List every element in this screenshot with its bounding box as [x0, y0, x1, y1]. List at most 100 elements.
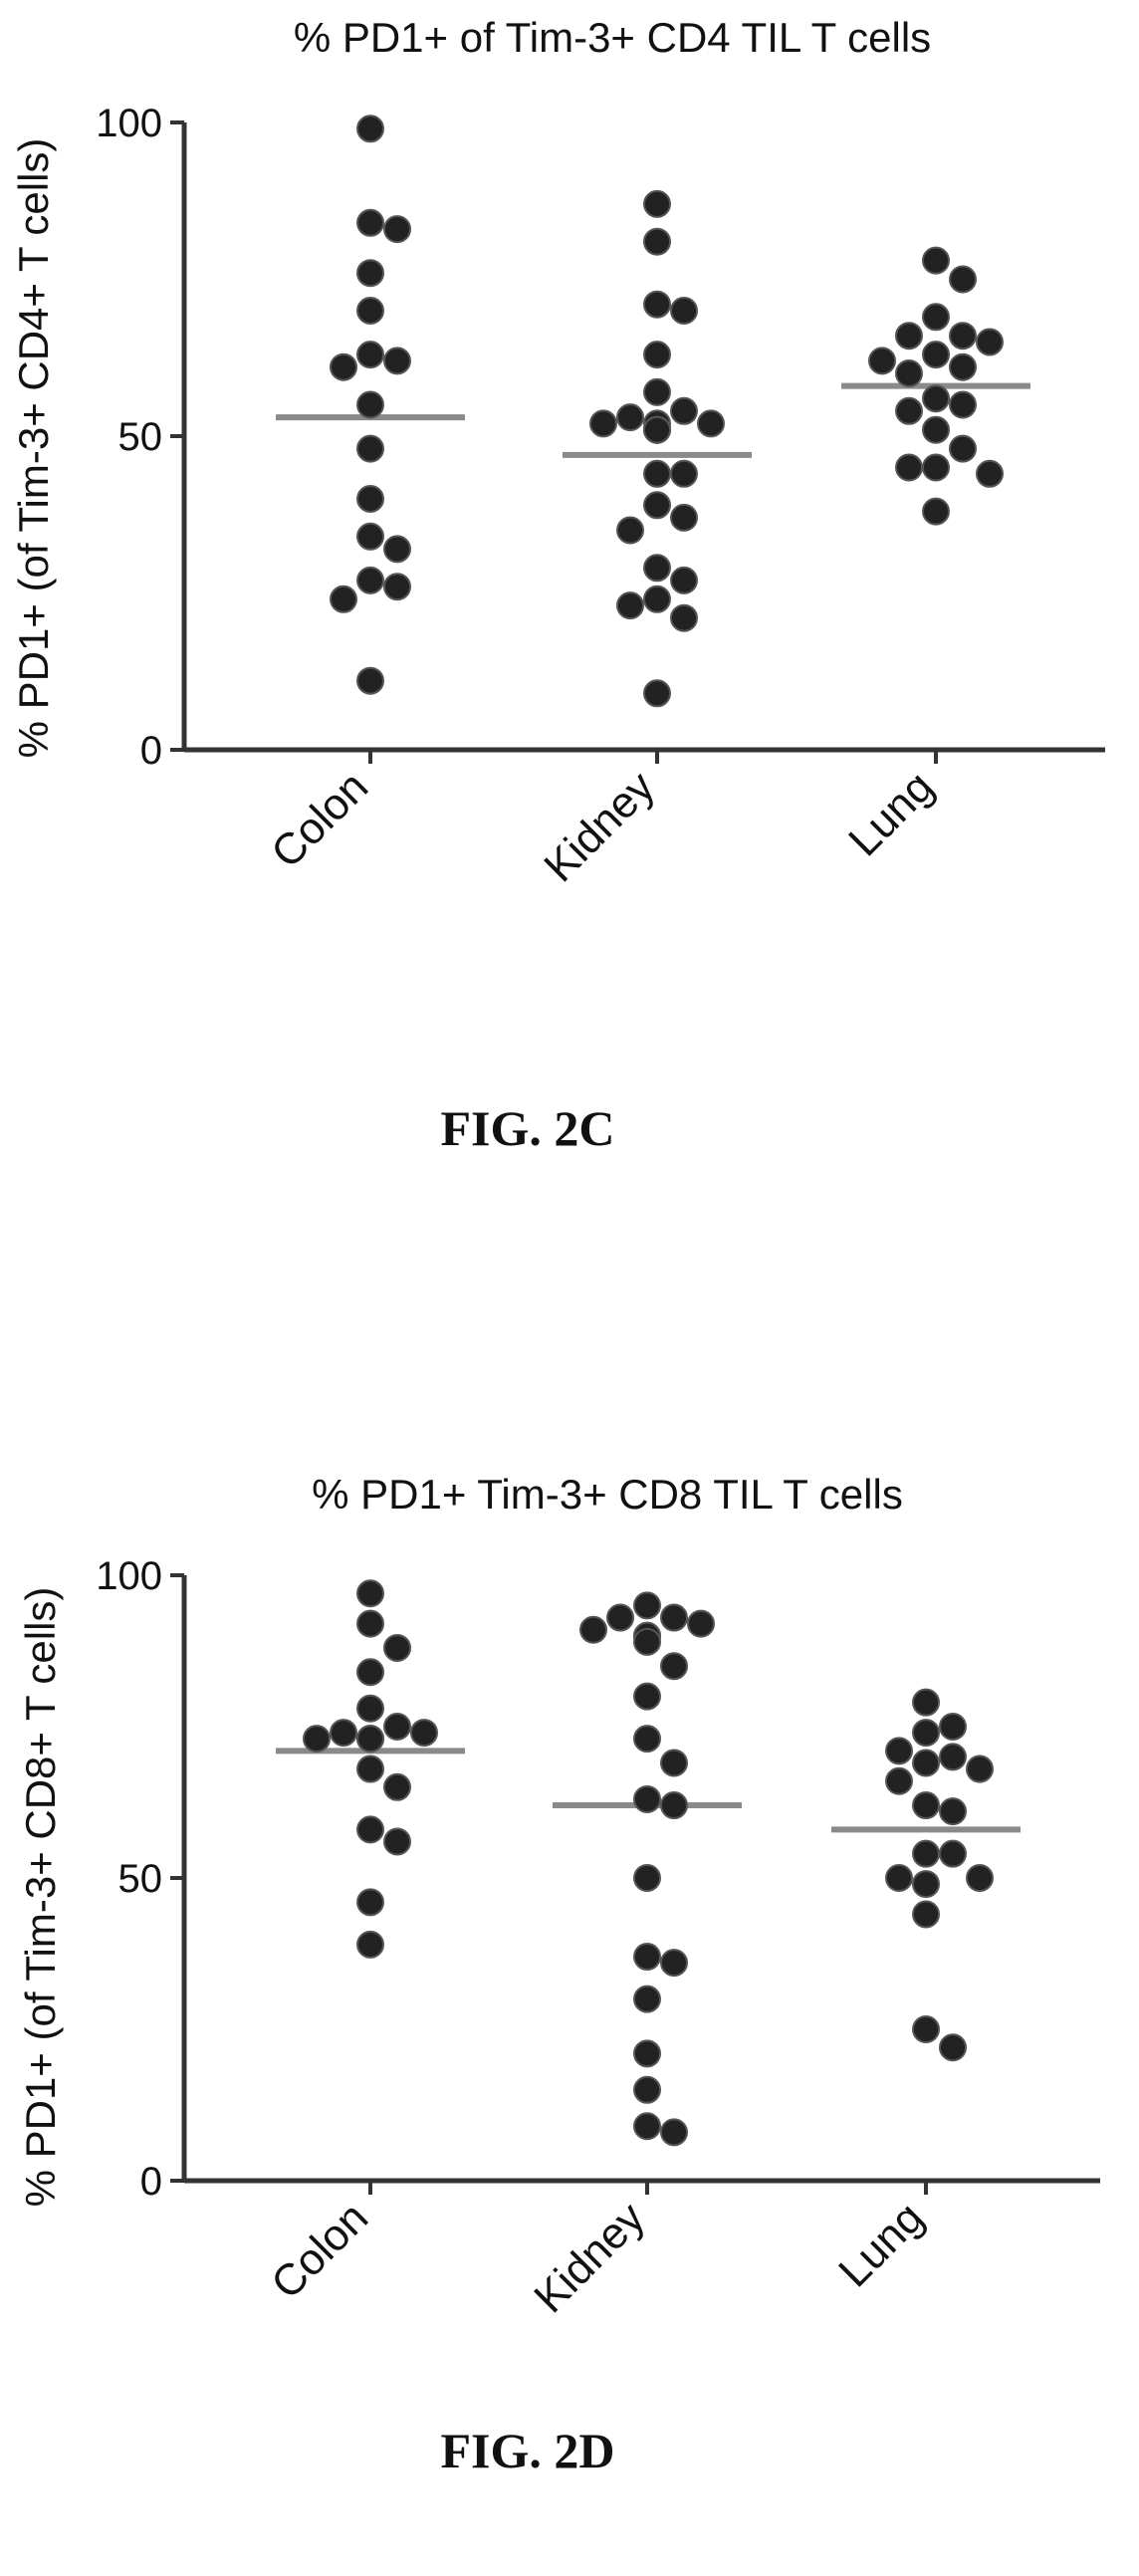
data-point [356, 259, 384, 288]
data-point [633, 2112, 661, 2141]
data-point [912, 1839, 940, 1868]
data-point [643, 377, 671, 406]
data-point [643, 290, 671, 319]
x-tick-label: Kidney [535, 762, 664, 891]
data-point [643, 554, 671, 583]
data-point [939, 1743, 967, 1771]
data-point [922, 303, 950, 332]
data-point [633, 2075, 661, 2104]
data-point [895, 359, 923, 387]
data-point [966, 1864, 994, 1892]
data-point [616, 516, 644, 545]
data-point [383, 535, 411, 564]
data-point [912, 1791, 940, 1820]
data-point [356, 115, 384, 143]
data-point [383, 1827, 411, 1856]
data-point [633, 2039, 661, 2068]
data-point [356, 208, 384, 237]
data-point [356, 485, 384, 513]
data-point [912, 1719, 940, 1748]
data-point [939, 1713, 967, 1741]
x-tick-label: Colon [262, 762, 377, 877]
y-tick-label: 0 [140, 2160, 162, 2204]
data-point [330, 352, 357, 381]
data-point [922, 384, 950, 413]
data-point [922, 246, 950, 275]
data-point [633, 1627, 661, 1656]
y-axis-label: % PD1+ (of Tim-3+ CD4+ T cells) [10, 138, 57, 759]
data-point [356, 1725, 384, 1754]
data-point [885, 1766, 913, 1795]
data-point [643, 491, 671, 520]
data-point [643, 585, 671, 613]
data-point [330, 1719, 357, 1748]
data-point [356, 297, 384, 325]
data-point [356, 341, 384, 369]
data-point [633, 1725, 661, 1754]
data-point [383, 215, 411, 244]
data-point [976, 459, 1004, 488]
data-point [912, 1900, 940, 1929]
data-point [912, 1688, 940, 1717]
data-point [410, 1719, 438, 1748]
data-point [356, 666, 384, 695]
data-point [643, 459, 671, 488]
data-point [670, 603, 698, 632]
data-point [633, 1784, 661, 1813]
data-point [356, 390, 384, 419]
figure-caption: FIG. 2D [441, 2423, 615, 2478]
data-point [660, 1603, 688, 1632]
x-tick-label: Colon [262, 2193, 377, 2308]
x-tick-label: Kidney [525, 2193, 654, 2322]
data-point [356, 1658, 384, 1687]
data-point [939, 1797, 967, 1826]
data-point [922, 453, 950, 482]
data-point [356, 1815, 384, 1844]
data-point [895, 322, 923, 351]
x-tick-label: Lung [829, 2193, 933, 2296]
data-point [589, 409, 617, 438]
data-point [356, 434, 384, 463]
data-point [660, 1949, 688, 1978]
chart-2c: % PD1+ of Tim-3+ CD4 TIL T cells % PD1+ … [10, 14, 1105, 1156]
data-point [356, 1888, 384, 1917]
data-point [660, 1652, 688, 1681]
data-point [912, 1749, 940, 1777]
data-point [356, 1579, 384, 1608]
data-point [912, 2015, 940, 2043]
data-point [383, 1633, 411, 1662]
data-point [383, 1772, 411, 1801]
chart-2d: % PD1+ Tim-3+ CD8 TIL T cells % PD1+ (of… [17, 1471, 1100, 2478]
figure-caption: FIG. 2C [441, 1100, 615, 1156]
data-point [895, 453, 923, 482]
data-point [895, 396, 923, 425]
data-point [633, 1591, 661, 1620]
data-point [643, 415, 671, 444]
plot-area: 0 50 100 Colon Kidney Lung [96, 1554, 1100, 2322]
data-point [606, 1603, 634, 1632]
data-point [670, 459, 698, 488]
data-point [922, 415, 950, 444]
data-point [939, 2033, 967, 2062]
chart-title: % PD1+ of Tim-3+ CD4 TIL T cells [294, 14, 931, 61]
data-point [643, 679, 671, 708]
data-point [697, 409, 725, 438]
data-point [383, 1713, 411, 1741]
y-tick-label: 50 [118, 415, 163, 459]
data-point [670, 503, 698, 532]
plot-area: 0 50 100 Colon Kidney Lung [96, 102, 1105, 891]
data-point [922, 341, 950, 369]
data-point [356, 566, 384, 594]
data-point [949, 352, 977, 381]
data-point [687, 1609, 715, 1638]
data-point [660, 1749, 688, 1777]
data-point [885, 1864, 913, 1892]
data-point [868, 347, 896, 375]
data-point [949, 390, 977, 419]
data-point [633, 1943, 661, 1972]
y-tick-label: 50 [118, 1857, 163, 1901]
data-point [912, 1870, 940, 1899]
data-point [616, 591, 644, 620]
data-point [949, 265, 977, 294]
